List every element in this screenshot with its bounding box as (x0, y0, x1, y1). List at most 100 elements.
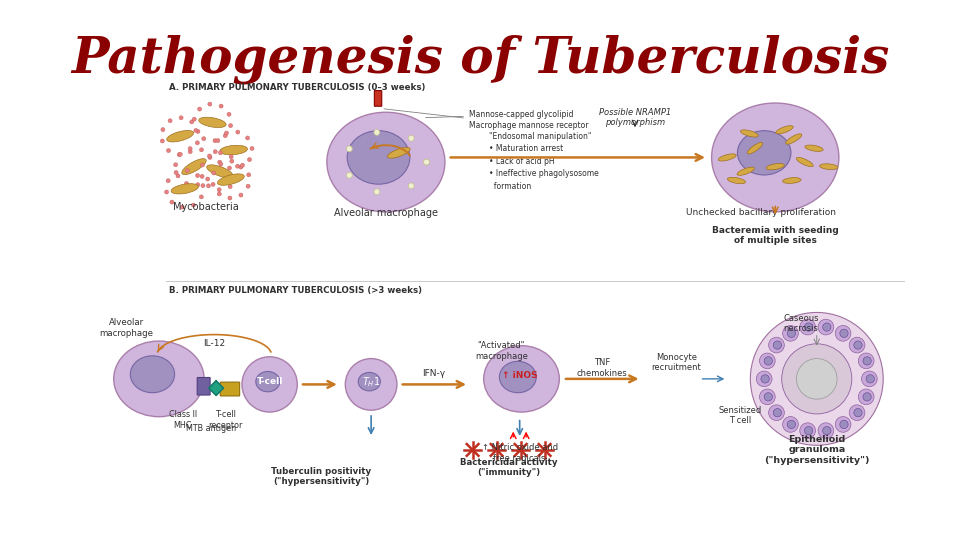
Circle shape (178, 153, 181, 157)
Circle shape (823, 427, 831, 435)
Circle shape (217, 188, 221, 192)
Circle shape (180, 205, 184, 209)
Circle shape (210, 166, 214, 171)
Circle shape (818, 319, 833, 335)
Text: T-cell
receptor: T-cell receptor (208, 410, 243, 430)
Circle shape (781, 344, 852, 414)
Circle shape (218, 160, 222, 164)
Circle shape (202, 137, 205, 141)
Circle shape (227, 112, 231, 116)
Text: $T_{H}1$: $T_{H}1$ (362, 375, 380, 389)
Ellipse shape (348, 131, 410, 184)
Text: ↑ Nitric oxide and
free radicals: ↑ Nitric oxide and free radicals (482, 443, 558, 463)
Circle shape (759, 353, 775, 369)
Circle shape (217, 192, 222, 196)
Circle shape (235, 176, 239, 180)
Circle shape (174, 163, 178, 167)
Text: IL-12: IL-12 (204, 339, 226, 348)
Circle shape (229, 154, 233, 159)
Circle shape (207, 154, 211, 158)
Circle shape (166, 148, 171, 153)
Text: Epithelioid
granuloma
("hypersensitivity"): Epithelioid granuloma ("hypersensitivity… (764, 435, 870, 465)
Circle shape (219, 151, 223, 155)
Circle shape (211, 171, 216, 175)
Ellipse shape (326, 112, 444, 212)
Circle shape (205, 177, 209, 181)
Text: TNF
chemokines: TNF chemokines (576, 358, 627, 377)
Circle shape (347, 146, 352, 152)
Circle shape (853, 341, 862, 349)
Circle shape (787, 420, 796, 429)
Circle shape (773, 409, 781, 417)
Circle shape (228, 185, 232, 188)
Circle shape (194, 129, 198, 132)
Text: Class II
MHC: Class II MHC (169, 410, 197, 430)
Circle shape (200, 148, 204, 152)
Circle shape (219, 104, 223, 108)
Text: Pathogenesis of Tuberculosis: Pathogenesis of Tuberculosis (71, 35, 889, 84)
Ellipse shape (167, 131, 194, 142)
Circle shape (170, 200, 174, 204)
Circle shape (185, 168, 189, 173)
Circle shape (179, 152, 182, 157)
Circle shape (423, 159, 429, 165)
Circle shape (835, 326, 851, 341)
Circle shape (200, 174, 204, 178)
Text: Bactericidal activity
("immunity"): Bactericidal activity ("immunity") (460, 458, 558, 477)
Ellipse shape (499, 361, 537, 393)
Circle shape (850, 337, 865, 353)
Circle shape (764, 357, 773, 365)
Ellipse shape (220, 145, 248, 155)
Circle shape (246, 136, 250, 140)
Circle shape (782, 416, 799, 432)
Circle shape (373, 130, 380, 136)
Circle shape (235, 164, 240, 168)
Circle shape (211, 183, 215, 186)
Circle shape (858, 353, 874, 369)
Circle shape (207, 102, 212, 106)
Circle shape (196, 173, 200, 178)
Circle shape (240, 163, 245, 167)
Ellipse shape (484, 346, 560, 412)
Circle shape (161, 127, 165, 132)
Polygon shape (208, 381, 224, 395)
Circle shape (840, 420, 848, 429)
Circle shape (773, 341, 781, 349)
Circle shape (195, 141, 200, 145)
Circle shape (208, 156, 212, 159)
Ellipse shape (728, 177, 746, 184)
Circle shape (751, 313, 883, 446)
Circle shape (239, 193, 243, 197)
Circle shape (840, 329, 848, 338)
Circle shape (188, 150, 192, 154)
Circle shape (863, 393, 872, 401)
Text: T-cell: T-cell (256, 377, 283, 386)
Ellipse shape (737, 167, 755, 176)
Circle shape (166, 179, 170, 183)
Text: A. PRIMARY PULMONARY TUBERCULOSIS (0–3 weeks): A. PRIMARY PULMONARY TUBERCULOSIS (0–3 w… (169, 83, 425, 92)
Text: Caseous
necrosis: Caseous necrosis (783, 314, 819, 333)
Circle shape (861, 371, 877, 387)
Circle shape (192, 117, 196, 121)
Ellipse shape (113, 341, 204, 417)
FancyBboxPatch shape (220, 382, 240, 396)
Text: Bacteremia with seeding
of multiple sites: Bacteremia with seeding of multiple site… (712, 226, 839, 245)
Text: B. PRIMARY PULMONARY TUBERCULOSIS (>3 weeks): B. PRIMARY PULMONARY TUBERCULOSIS (>3 we… (169, 286, 422, 295)
Circle shape (174, 171, 179, 174)
Circle shape (216, 139, 220, 143)
FancyBboxPatch shape (374, 91, 382, 106)
Circle shape (198, 107, 202, 111)
Circle shape (782, 326, 799, 341)
Circle shape (196, 183, 200, 187)
Ellipse shape (388, 147, 410, 158)
Ellipse shape (737, 131, 791, 175)
Ellipse shape (797, 158, 813, 167)
Circle shape (180, 116, 183, 120)
Ellipse shape (747, 143, 762, 154)
Circle shape (863, 357, 872, 365)
Circle shape (176, 174, 180, 178)
Circle shape (228, 166, 231, 170)
Ellipse shape (181, 159, 206, 174)
Text: ↑ iNOS: ↑ iNOS (502, 370, 538, 380)
Circle shape (200, 195, 204, 199)
